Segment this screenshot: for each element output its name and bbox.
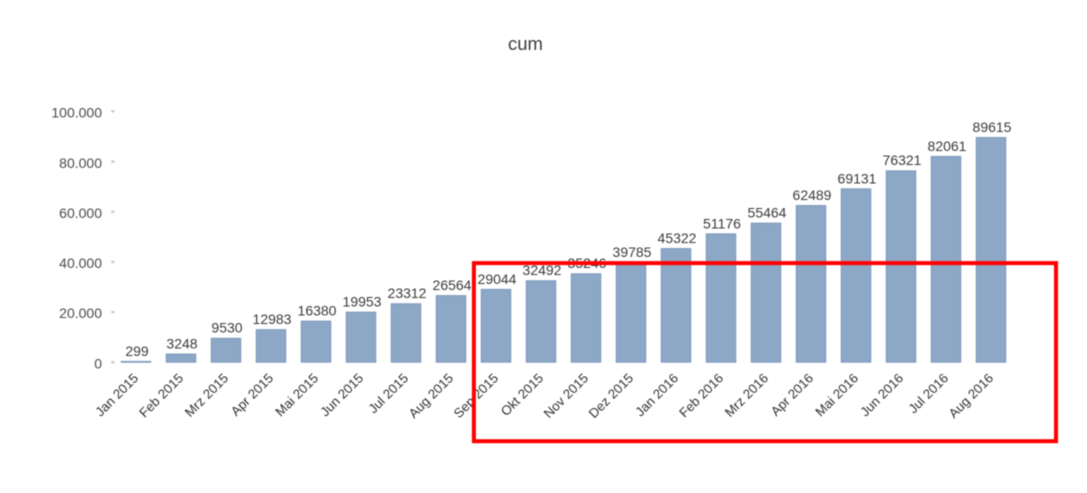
svg-text:100.000: 100.000	[51, 105, 102, 121]
svg-text:32492: 32492	[523, 262, 562, 278]
svg-text:26564: 26564	[433, 277, 472, 293]
svg-text:20.000: 20.000	[59, 305, 102, 321]
svg-text:51176: 51176	[703, 215, 741, 231]
svg-text:69131: 69131	[838, 170, 877, 186]
svg-text:82061: 82061	[928, 138, 967, 154]
svg-text:62489: 62489	[793, 187, 832, 203]
svg-text:40.000: 40.000	[59, 255, 102, 271]
svg-text:cum: cum	[508, 33, 543, 54]
svg-text:12983: 12983	[253, 311, 292, 327]
svg-text:45322: 45322	[658, 230, 697, 246]
svg-text:0: 0	[94, 355, 102, 371]
svg-text:89615: 89615	[973, 119, 1012, 135]
svg-text:16380: 16380	[298, 303, 337, 319]
svg-text:3248: 3248	[166, 336, 197, 352]
svg-text:9530: 9530	[211, 320, 242, 336]
svg-text:299: 299	[125, 343, 149, 359]
svg-text:39785: 39785	[613, 244, 652, 260]
svg-text:23312: 23312	[388, 285, 427, 301]
svg-text:76321: 76321	[883, 152, 922, 168]
svg-text:19953: 19953	[343, 294, 382, 310]
svg-text:55464: 55464	[748, 205, 787, 221]
svg-text:80.000: 80.000	[59, 155, 102, 171]
svg-text:60.000: 60.000	[59, 205, 102, 221]
svg-text:29044: 29044	[478, 271, 517, 287]
